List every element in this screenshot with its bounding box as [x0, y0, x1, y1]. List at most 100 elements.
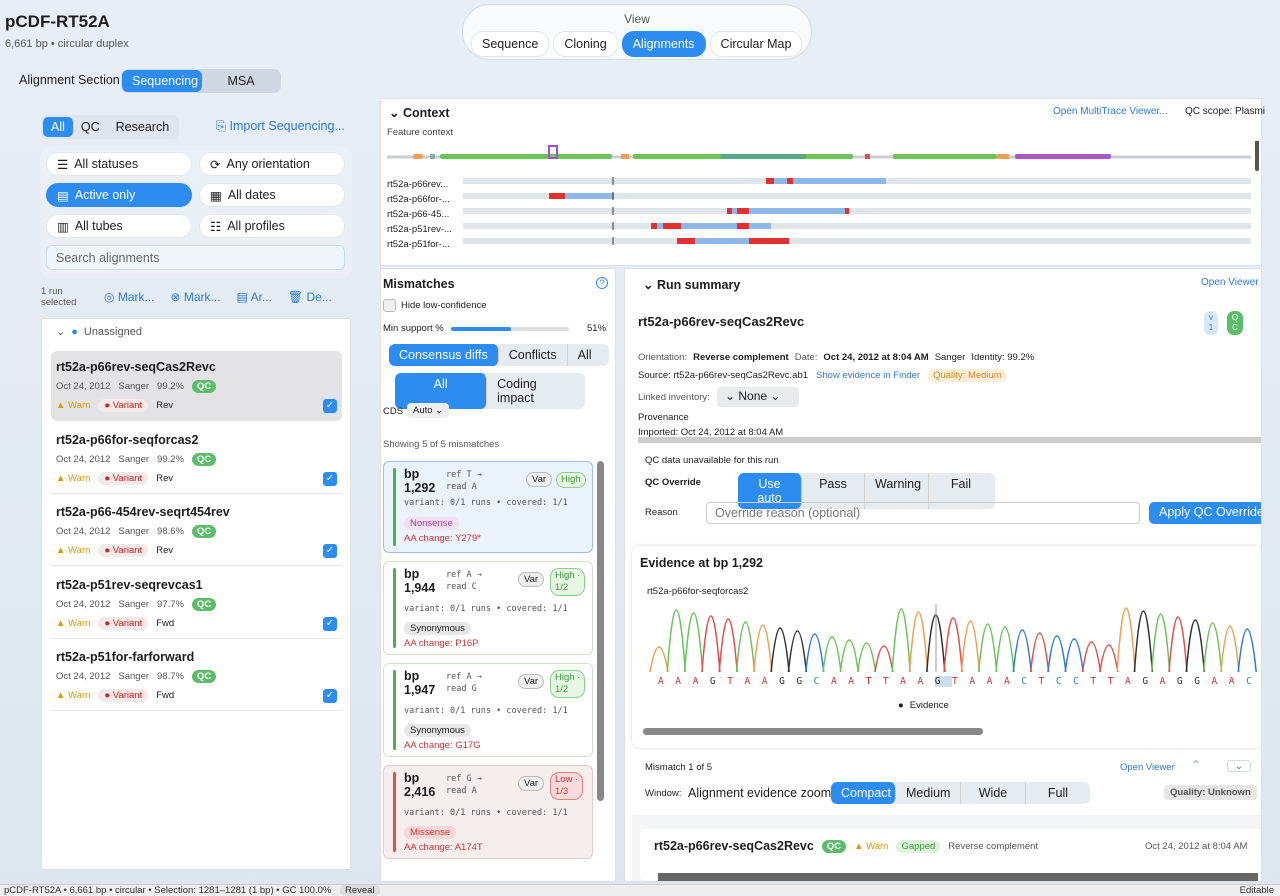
open-viewer-link[interactable]: Open Viewer [1201, 277, 1259, 288]
var-badge: Var [518, 572, 545, 587]
bp-label: bp [404, 467, 420, 481]
variant-label: Variant [112, 690, 143, 701]
horizontal-scrollbar[interactable] [643, 728, 983, 735]
context-title[interactable]: ⌄ Context [389, 106, 450, 120]
chromatogram[interactable] [647, 604, 1262, 674]
delete-button[interactable]: 🗑 De... [287, 290, 332, 304]
run-identity: 99.2% [157, 381, 184, 392]
search-input[interactable]: Search alignments [46, 245, 345, 270]
tab-coding-impact[interactable]: Coding impact [497, 377, 537, 405]
var-badge: Var [526, 472, 553, 487]
bulk-actions: ◎ Mark... ⊗ Mark... ▤ Ar... 🗑 De... [104, 290, 332, 304]
zoom-full[interactable]: Full [1047, 786, 1069, 800]
provenance-label: Provenance [638, 412, 689, 423]
alignment-section-switch: Sequencing MSA [121, 69, 281, 93]
selection-count: 1 run [41, 286, 63, 297]
mark-reviewed-button[interactable]: ◎ Mark... [104, 290, 155, 304]
qc-pass[interactable]: Pass [802, 473, 865, 509]
trace-peak [770, 627, 790, 673]
trace-peak [735, 621, 756, 673]
run-checkbox[interactable]: ✓ [323, 544, 337, 558]
hide-low-confidence-toggle[interactable]: Hide low-confidence [383, 299, 487, 312]
help-icon[interactable]: ? [596, 277, 608, 289]
run-checkbox[interactable]: ✓ [323, 399, 337, 413]
bottom-run-card[interactable]: rt52a-p66rev-seqCas2Revc QC ▲ Warn Gappe… [640, 829, 1261, 881]
profile-filter[interactable]: ☷ All profiles [199, 214, 345, 238]
orientation-filter[interactable]: ⟳ Any orientation [199, 152, 345, 176]
linked-inventory-select[interactable]: ⌄ None ⌄ [717, 387, 799, 407]
evidence-legend: ● Evidence [898, 700, 949, 711]
filter-all[interactable]: All [43, 117, 73, 137]
tab-circular-map[interactable]: Circular Map [709, 31, 803, 57]
scrollbar[interactable] [597, 461, 604, 801]
run-meta: Oct 24, 2012 Sanger 98.6% QC [56, 525, 217, 538]
show-evidence-link[interactable]: Show evidence in Finder [816, 370, 921, 381]
mark-rejected-button[interactable]: ⊗ Mark... [170, 290, 221, 304]
run-row[interactable]: rt52a-p51for-farforward Oct 24, 2012 Sang… [51, 641, 342, 711]
track-labels: rt52a-p66rev... rt52a-p66for-... rt52a-p… [387, 177, 452, 252]
run-orientation: Rev [156, 545, 174, 556]
variant-label: Variant [112, 472, 143, 484]
run-row[interactable]: rt52a-p66rev-seqCas2Revc Oct 24, 2012 San… [51, 351, 342, 421]
tab-consensus-diffs[interactable]: Consensus diffs [389, 344, 499, 366]
active-filter[interactable]: ▤ Active only [46, 183, 192, 207]
base-call: A [692, 676, 699, 687]
mismatch-card[interactable]: bp 1,947 ref A → read G Var High · 1/2 vari… [383, 663, 593, 757]
tab-sequence[interactable]: Sequence [471, 31, 550, 57]
tab-sequencing[interactable]: Sequencing [122, 70, 202, 92]
cds-select[interactable]: Auto ⌄ [407, 403, 450, 418]
zoom-wide[interactable]: Wide [961, 782, 1026, 804]
mismatch-card[interactable]: bp 1,944 ref A → read C Var High · 1/2 vari… [383, 561, 593, 655]
reason-input[interactable]: Override reason (optional) [706, 502, 1140, 524]
run-checkbox[interactable]: ✓ [323, 689, 337, 703]
qc-warning[interactable]: Warning [865, 473, 929, 509]
qc-fail[interactable]: Fail [950, 477, 972, 491]
tab-msa[interactable]: MSA [227, 74, 255, 88]
tab-alignments[interactable]: Alignments [621, 31, 706, 57]
mismatch-position: bp 2,416 [404, 771, 435, 799]
status-filter[interactable]: ☰ All statuses [46, 152, 192, 176]
date-filter[interactable]: ▦ All dates [199, 183, 345, 207]
impact-label: Nonsense [404, 517, 459, 530]
apply-qc-override-button[interactable]: Apply QC Override [1149, 502, 1261, 524]
qc-badge: QC [191, 380, 217, 393]
feature-map[interactable] [385, 141, 1259, 249]
run-meta: Oct 24, 2012 Sanger 98.7% QC [56, 670, 217, 683]
open-multitrace-link[interactable]: Open MultiTrace Viewer... [1053, 106, 1168, 117]
filter-qc[interactable]: QC [80, 120, 100, 134]
archive-button[interactable]: ▤ Ar... [236, 290, 272, 304]
run-checkbox[interactable]: ✓ [323, 616, 337, 631]
base-call: A [1159, 676, 1166, 687]
status-text: pCDF-RT52A • 6,661 bp • circular • Selec… [4, 885, 332, 896]
filter-research[interactable]: Research [115, 120, 170, 134]
tab-conflicts[interactable]: Conflicts [499, 344, 568, 366]
mismatch-position: bp 1,944 [404, 567, 435, 595]
run-summary-title[interactable]: ⌄ Run summary [643, 278, 741, 292]
import-sequencing-button[interactable]: ⎘ Import Sequencing... [216, 119, 345, 134]
reveal-button[interactable]: Reveal [339, 885, 380, 896]
run-checkbox[interactable]: ✓ [323, 471, 337, 486]
status-filter-label: All statuses [74, 157, 139, 171]
chevron-up-icon[interactable]: ⌃ [1191, 758, 1202, 772]
run-name: rt52a-p66for-seqforcas2 [56, 432, 199, 447]
qc-use-auto[interactable]: Use auto [738, 473, 802, 509]
category-filter: All QC Research [41, 115, 180, 139]
tube-filter[interactable]: ▥ All tubes [46, 214, 192, 238]
open-viewer-link-2[interactable]: Open Viewer [1120, 762, 1175, 773]
profile-filter-label: All profiles [227, 219, 285, 233]
cds-value: Auto [413, 405, 433, 416]
min-support-slider[interactable] [451, 327, 569, 331]
run-row[interactable]: rt52a-p51rev-seqrevcas1 Oct 24, 2012 Sang… [51, 569, 342, 639]
run-row[interactable]: rt52a-p66-454rev-seqrt454rev Oct 24, 201… [51, 496, 342, 566]
tab-cloning[interactable]: Cloning [553, 31, 618, 57]
mismatch-card[interactable]: bp 1,292 ref T → read A Var High variant: … [383, 461, 593, 553]
run-row[interactable]: rt52a-p66for-seqforcas2 Oct 24, 2012 Sang… [51, 424, 342, 494]
mismatch-card[interactable]: bp 2,416 ref G → read A Var Low · 1/3 varia… [383, 765, 593, 859]
zoom-compact[interactable]: Compact [831, 782, 896, 804]
base-call: G [1142, 676, 1149, 687]
tab-all-diffs[interactable]: All [577, 348, 592, 362]
chevron-down-icon[interactable]: ⌄ [1227, 760, 1251, 772]
zoom-medium[interactable]: Medium [896, 782, 961, 804]
run-meta: Oct 24, 2012 Sanger 97.7% QC [56, 597, 217, 611]
group-header[interactable]: ⌄ ● Unassigned [56, 325, 142, 339]
